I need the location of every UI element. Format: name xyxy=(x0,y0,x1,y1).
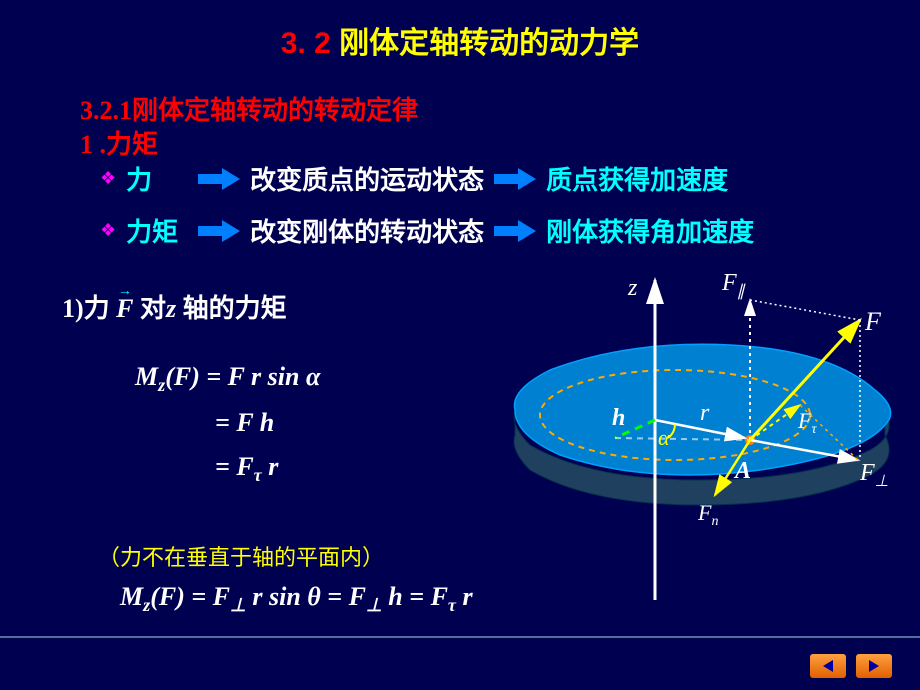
heading-mid: 对 xyxy=(134,294,167,323)
label-F: F xyxy=(864,307,882,336)
label-alpha: α xyxy=(658,425,670,450)
item-heading: 1)力 →F 对z 轴的力矩 xyxy=(62,288,287,325)
equation-3: = Fτ r xyxy=(215,452,278,486)
section-heading: 3.2.1刚体定轴转动的转动定律 xyxy=(80,90,418,127)
vector-F: →F xyxy=(116,294,133,323)
torque-diagram: z A r h α F F∥ F⊥ Fτ Fn xyxy=(500,260,900,620)
label-r: r xyxy=(700,400,710,426)
heading-pre: 1)力 xyxy=(62,294,116,323)
label-F-parallel: F∥ xyxy=(721,270,746,300)
label-h: h xyxy=(612,405,625,431)
concept-row-torque: ❖ 力矩 改变刚体的转动状态 刚体获得角加速度 xyxy=(100,212,754,249)
next-button[interactable] xyxy=(856,654,892,678)
concept-result: 质点获得加速度 xyxy=(546,160,728,197)
prev-button[interactable] xyxy=(810,654,846,678)
arrow-icon xyxy=(198,168,240,190)
nav-controls xyxy=(810,654,892,678)
equation-2: = F h xyxy=(215,408,274,438)
concept-row-force: ❖ 力 改变质点的运动状态 质点获得加速度 xyxy=(100,160,728,197)
concept-label: 力矩 xyxy=(126,212,188,249)
title-number: 3. 2 xyxy=(281,27,331,60)
label-z: z xyxy=(627,275,638,301)
vector-arrow-icon: → xyxy=(116,284,133,300)
arrow-icon xyxy=(198,220,240,242)
helper-line-1 xyxy=(750,300,860,320)
heading-post: 轴的力矩 xyxy=(176,294,287,323)
concept-label: 力 xyxy=(126,160,188,197)
concept-mid: 改变质点的运动状态 xyxy=(250,160,484,197)
axis-z: z xyxy=(166,294,176,323)
arrow-icon xyxy=(494,220,536,242)
divider xyxy=(0,636,920,638)
bullet-icon: ❖ xyxy=(100,220,116,241)
bullet-icon: ❖ xyxy=(100,168,116,189)
concept-result: 刚体获得角加速度 xyxy=(546,212,754,249)
title-text: 刚体定轴转动的动力学 xyxy=(331,27,639,60)
arrow-icon xyxy=(494,168,536,190)
equation-4: Mz(F) = F⊥ r sin θ = F⊥ h = Fτ r xyxy=(120,582,473,616)
concept-mid: 改变刚体的转动状态 xyxy=(250,212,484,249)
subsection-heading: 1 .力矩 xyxy=(80,124,158,161)
equation-1: Mz(F) = F r sin α xyxy=(135,362,320,396)
slide-title: 3. 2 刚体定轴转动的动力学 xyxy=(0,0,920,62)
note-text: （力不在垂直于轴的平面内） xyxy=(98,540,384,572)
